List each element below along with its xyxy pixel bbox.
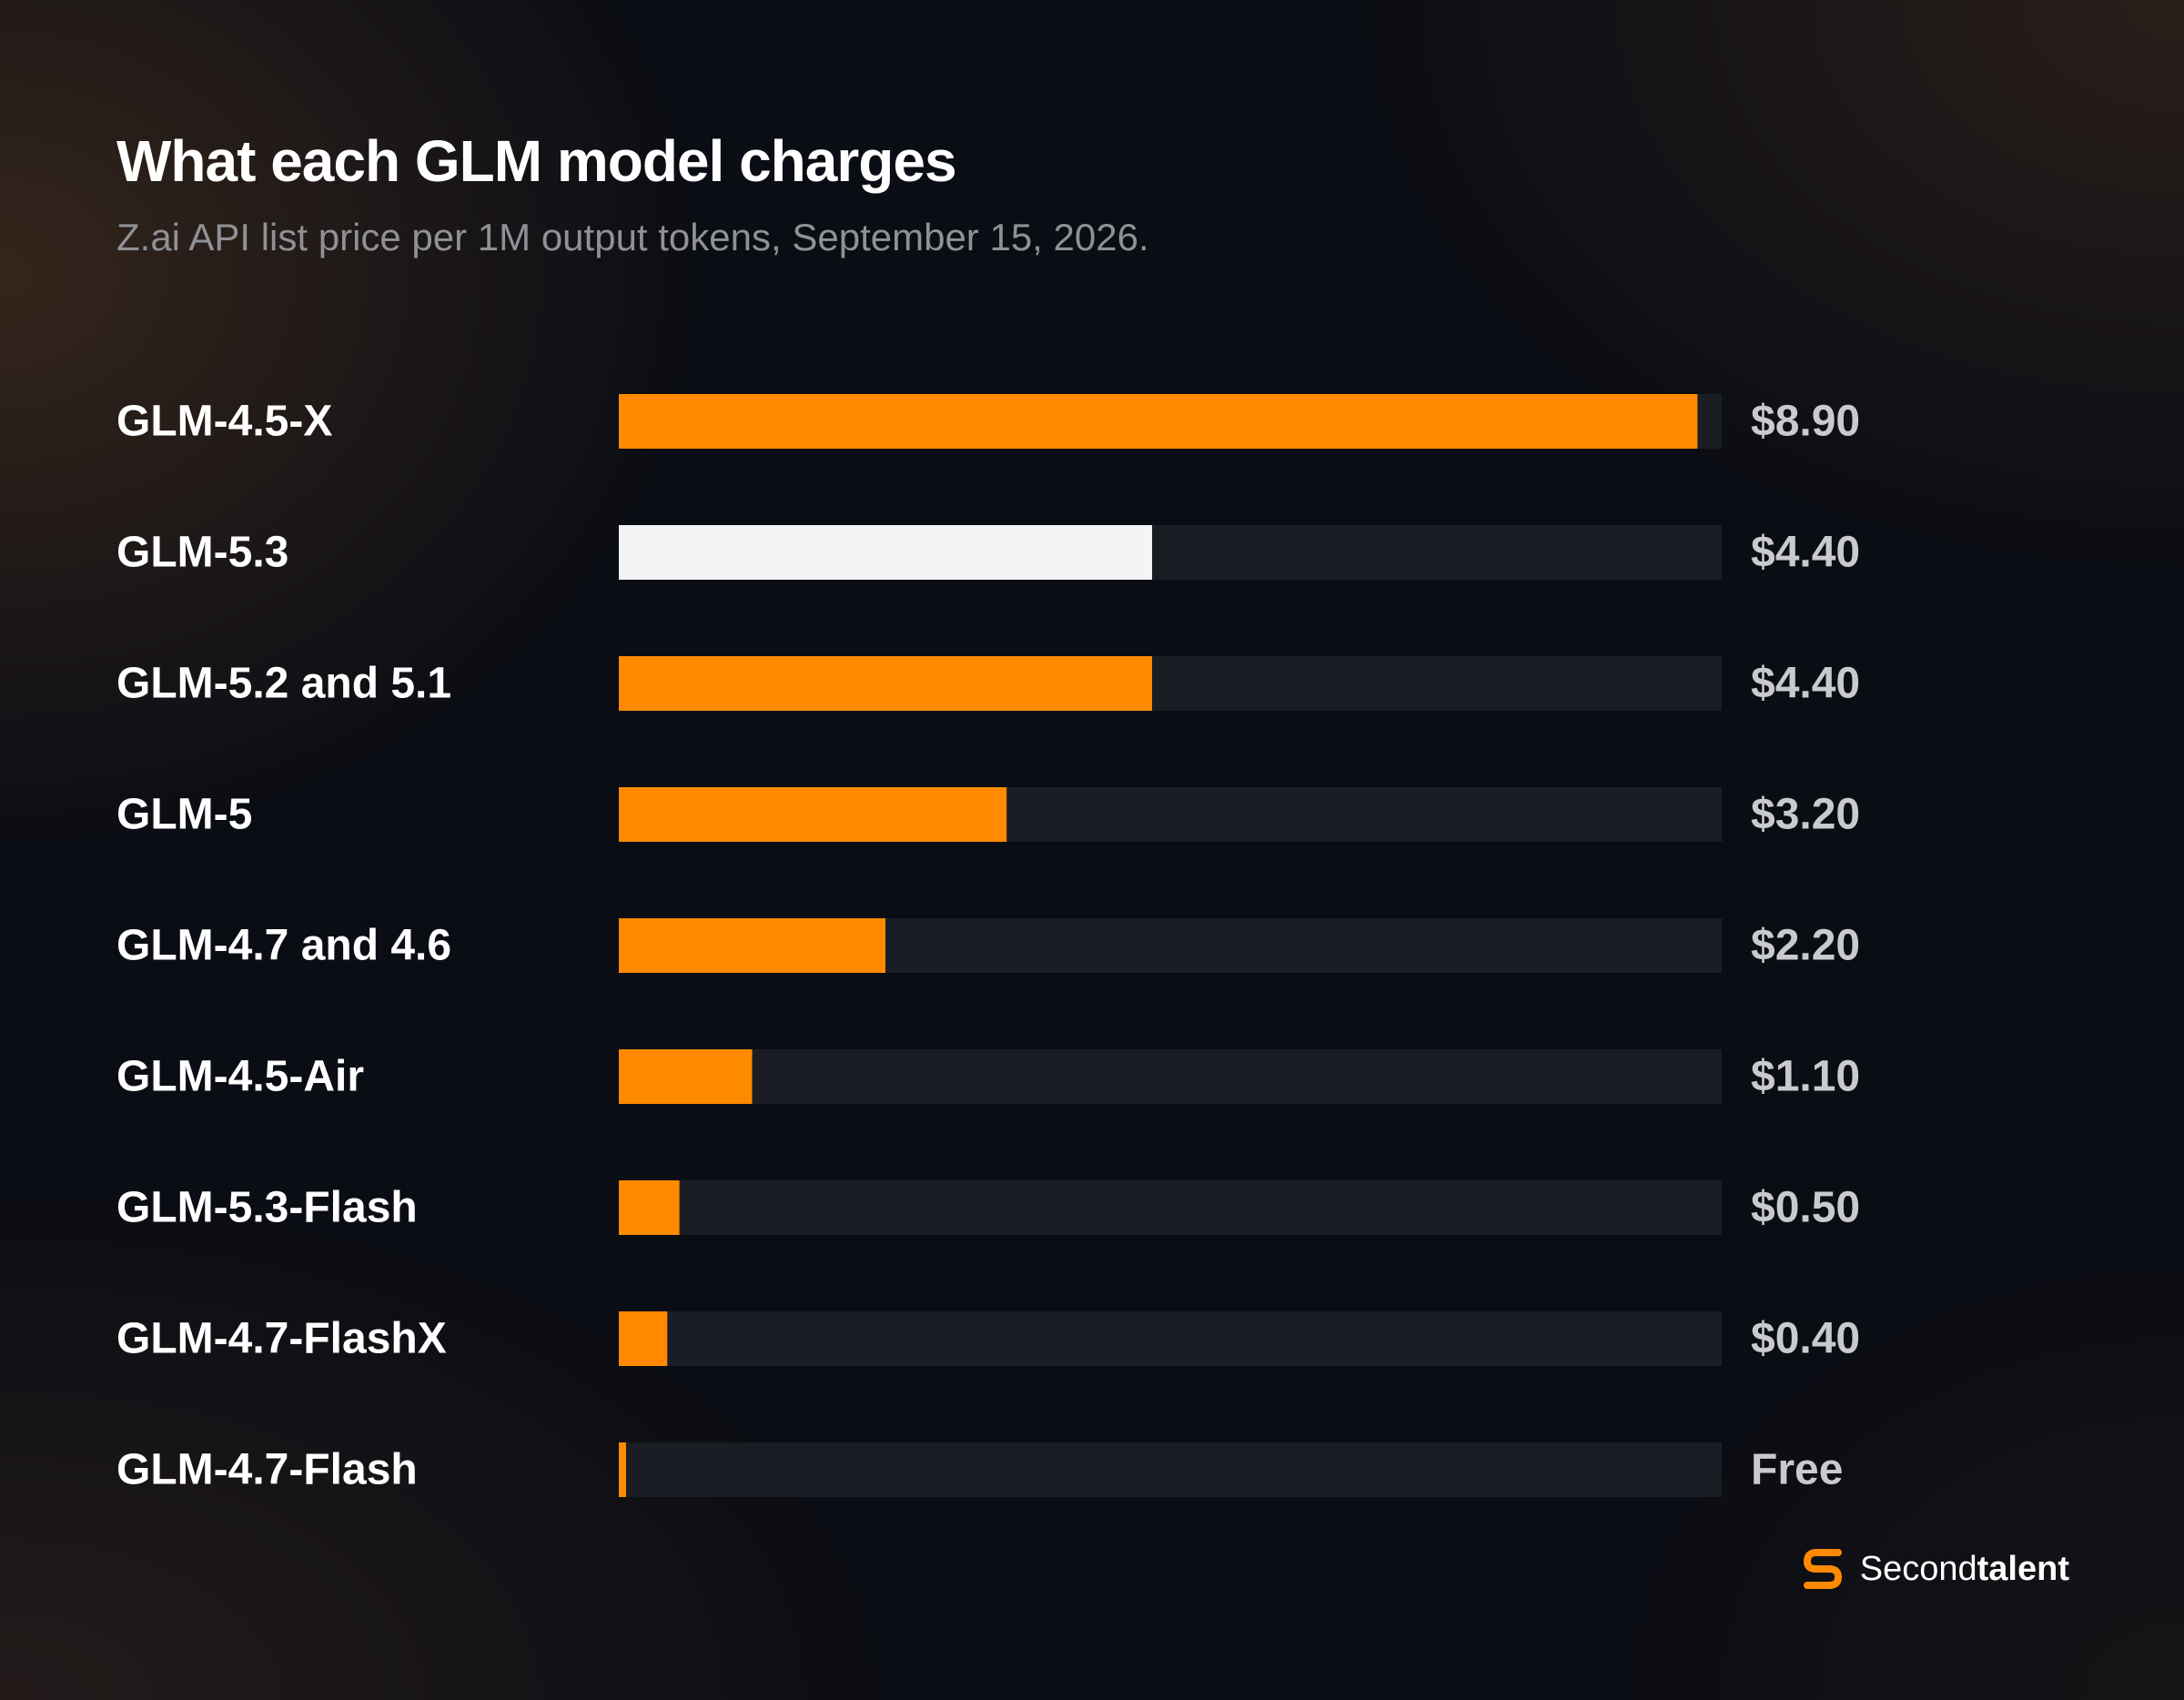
bar-track-glm-4-7-flash bbox=[619, 1442, 1722, 1497]
value-label-glm-5: $3.20 bbox=[1751, 791, 1860, 839]
brand-name-part2: talent bbox=[1977, 1549, 2069, 1588]
bar-glm-4-7-flash bbox=[619, 1442, 626, 1497]
bar-glm-4-7-flashx bbox=[619, 1311, 668, 1366]
secondtalent-logo-icon bbox=[1803, 1549, 1842, 1589]
bar-glm-4-5-x bbox=[619, 394, 1698, 449]
bar-track-glm-4-7-flashx bbox=[619, 1311, 1722, 1366]
category-label-glm-4-5-x: GLM-4.5-X bbox=[116, 398, 332, 446]
bar-glm-5-3-flash bbox=[619, 1180, 680, 1235]
category-label-glm-4-7-and-4-6: GLM-4.7 and 4.6 bbox=[116, 922, 451, 970]
category-label-glm-5-2-and-5-1: GLM-5.2 and 5.1 bbox=[116, 660, 451, 708]
bar-glm-4-7-and-4-6 bbox=[619, 918, 886, 973]
brand-logo: Secondtalent bbox=[1798, 1543, 2069, 1594]
category-label-glm-4-7-flashx: GLM-4.7-FlashX bbox=[116, 1315, 447, 1363]
value-label-glm-4-7-flashx: $0.40 bbox=[1751, 1315, 1860, 1363]
value-label-glm-4-5-x: $8.90 bbox=[1751, 398, 1860, 446]
brand-name-part1: Second bbox=[1859, 1549, 1977, 1588]
value-label-glm-4-7-flash: Free bbox=[1751, 1446, 1843, 1494]
value-label-glm-5-3-flash: $0.50 bbox=[1751, 1184, 1860, 1232]
value-label-glm-4-5-air: $1.10 bbox=[1751, 1053, 1860, 1101]
bar-glm-4-5-air bbox=[619, 1049, 753, 1104]
bar-track-glm-5-3-flash bbox=[619, 1180, 1722, 1235]
bar-glm-5-2-and-5-1 bbox=[619, 656, 1153, 711]
bar-track-glm-4-5-air bbox=[619, 1049, 1722, 1104]
brand-name: Secondtalent bbox=[1860, 1550, 2069, 1589]
chart-subtitle: Z.ai API list price per 1M output tokens… bbox=[116, 216, 1149, 258]
value-label-glm-5-3: $4.40 bbox=[1751, 529, 1860, 577]
category-label-glm-4-7-flash: GLM-4.7-Flash bbox=[116, 1446, 418, 1494]
value-label-glm-4-7-and-4-6: $2.20 bbox=[1751, 922, 1860, 970]
bar-glm-5-3 bbox=[619, 525, 1153, 580]
category-label-glm-5: GLM-5 bbox=[116, 791, 252, 839]
category-label-glm-5-3-flash: GLM-5.3-Flash bbox=[116, 1184, 418, 1232]
chart-title: What each GLM model charges bbox=[116, 128, 957, 194]
category-label-glm-5-3: GLM-5.3 bbox=[116, 529, 288, 577]
value-label-glm-5-2-and-5-1: $4.40 bbox=[1751, 660, 1860, 708]
bar-glm-5 bbox=[619, 787, 1007, 842]
category-label-glm-4-5-air: GLM-4.5-Air bbox=[116, 1053, 364, 1101]
